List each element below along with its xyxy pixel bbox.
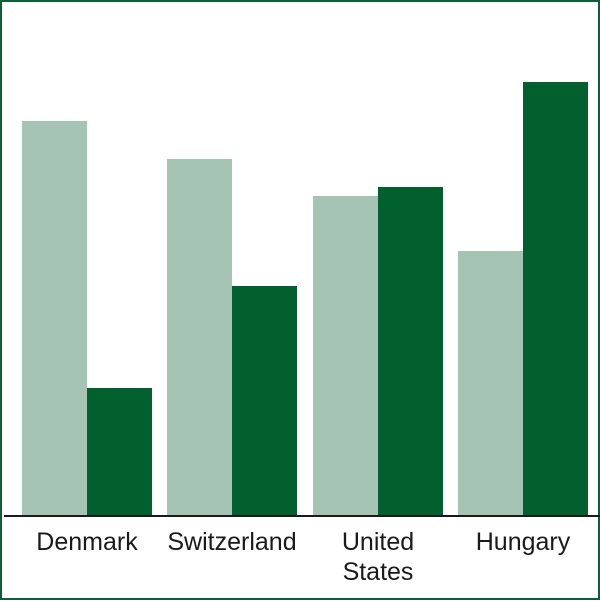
bars-group xyxy=(22,82,588,516)
x-tick-label-line: Switzerland xyxy=(167,528,296,556)
bar-united-states-series-2 xyxy=(378,187,443,516)
x-tick-label-line: Denmark xyxy=(36,528,138,556)
x-tick-label-hungary: Hungary xyxy=(476,528,571,556)
x-tick-label-united-states: United States xyxy=(342,528,414,586)
x-tick-label-line: Hungary xyxy=(476,528,571,556)
bar-switzerland-series-1 xyxy=(167,159,232,516)
bar-switzerland-series-2 xyxy=(232,286,297,516)
x-tick-label-denmark: Denmark xyxy=(36,528,138,556)
bar-denmark-series-1 xyxy=(22,121,87,516)
x-tick-label-line: United xyxy=(342,528,414,556)
x-tick-labels: Denmark Switzerland United States Hungary xyxy=(36,528,570,586)
bar-hungary-series-2 xyxy=(523,82,588,516)
bar-denmark-series-2 xyxy=(87,388,152,516)
bar-hungary-series-1 xyxy=(458,251,523,516)
bar-united-states-series-1 xyxy=(313,196,378,516)
x-tick-label-line: States xyxy=(343,558,414,586)
x-tick-label-switzerland: Switzerland xyxy=(167,528,296,556)
